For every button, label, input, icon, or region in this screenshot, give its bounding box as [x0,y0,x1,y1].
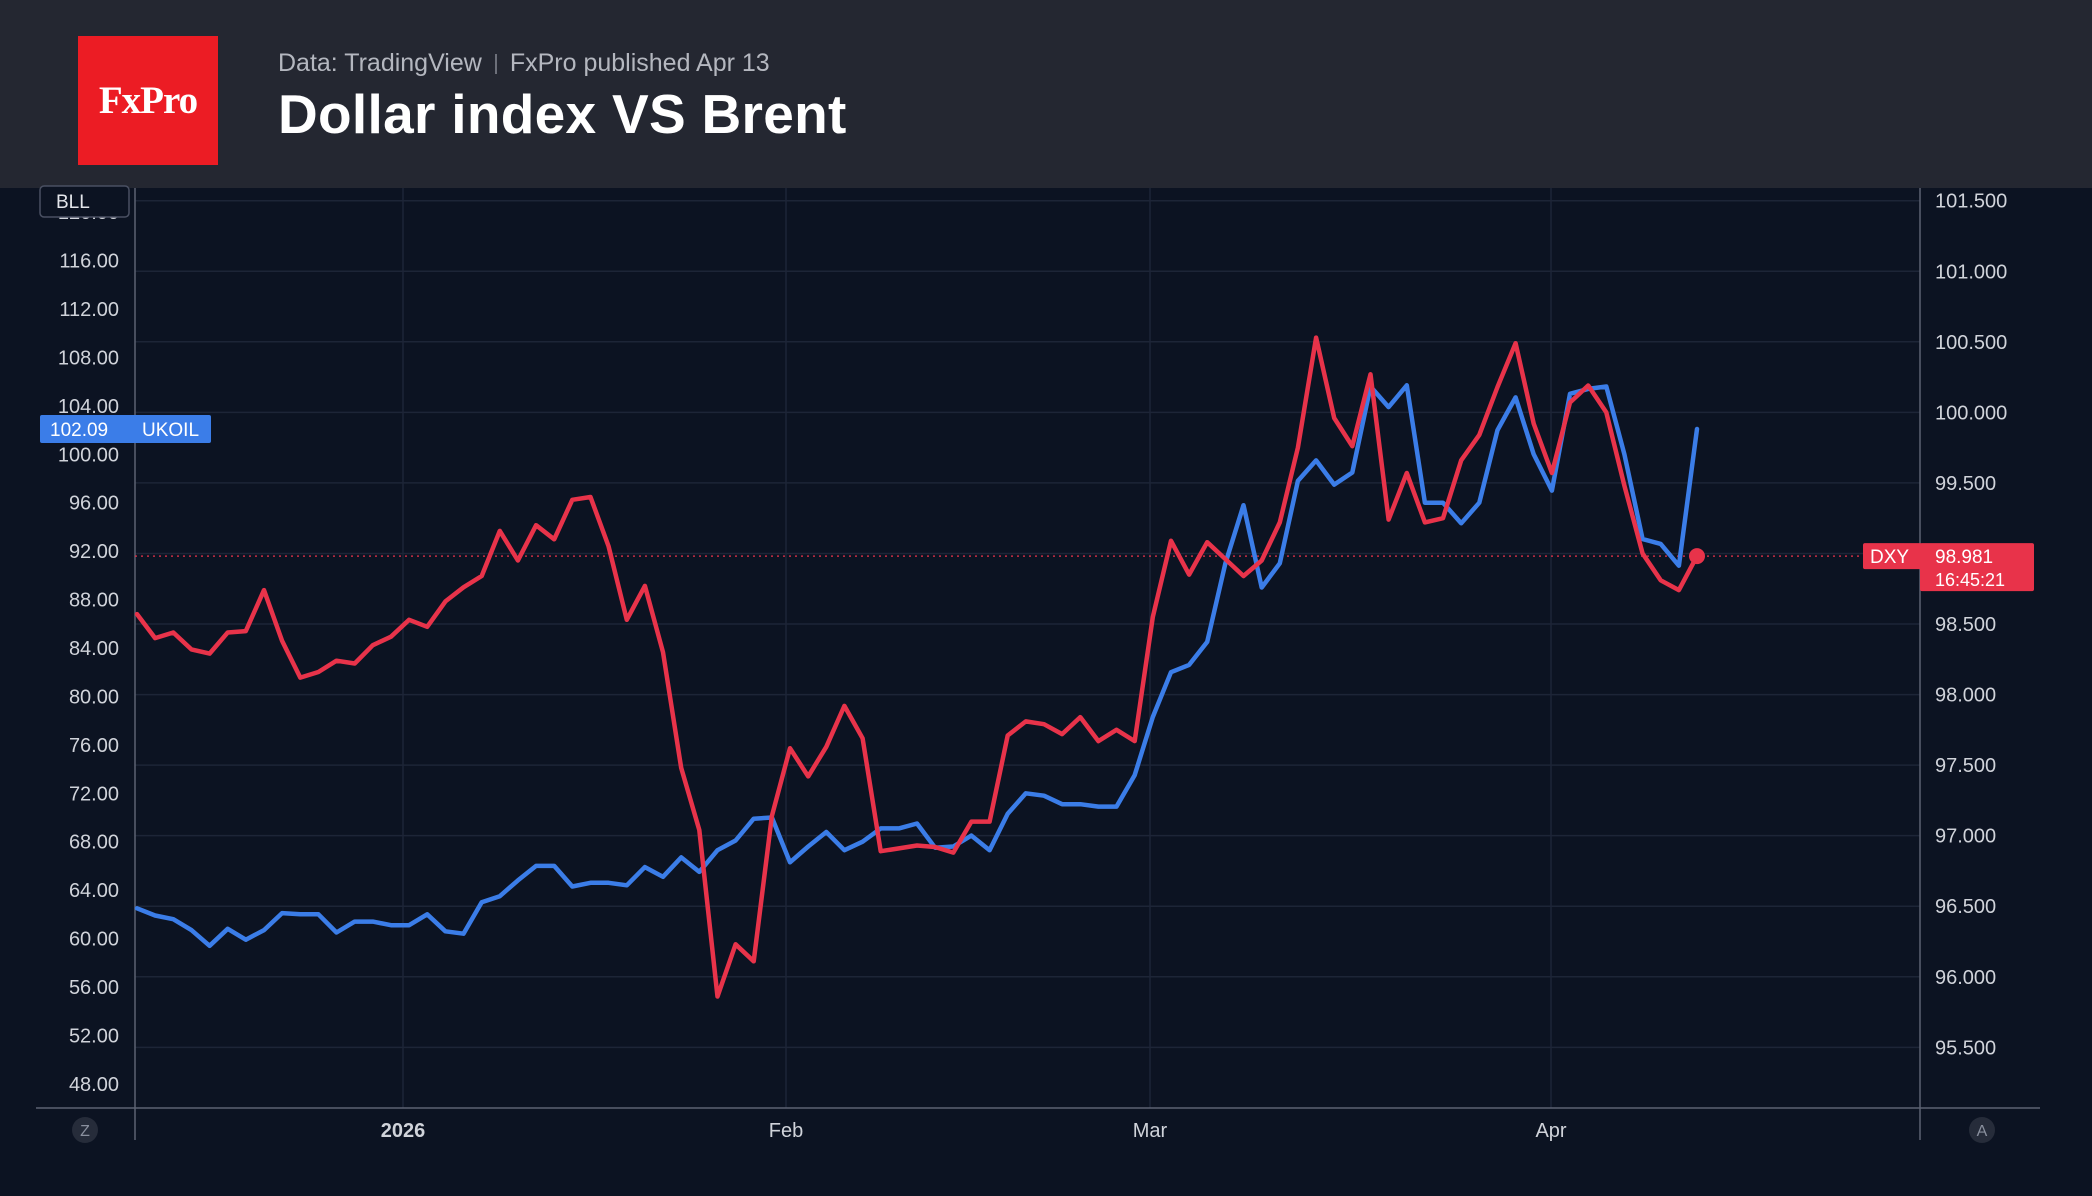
grid-lines [135,188,1920,1108]
x-tick-label: Mar [1133,1120,1168,1142]
left-tick-label: 64.00 [69,880,119,902]
dxy-price-tag [1920,543,2034,592]
logo-text: FxPro [98,79,198,122]
ukoil-series-name: UKOIL [142,420,199,441]
auto-scale-button[interactable]: A [1969,1117,1995,1143]
fxpro-logo: FxPro [78,36,218,165]
right-tick-label: 101.000 [1935,261,2007,283]
published-date: FxPro published Apr 13 [509,49,770,77]
left-tick-label: 60.00 [69,929,119,951]
right-tick-label: 99.500 [1935,473,1996,495]
dxy-price-value: 98.981 [1935,547,1993,568]
bll-badge [39,185,130,218]
ukoil-price-value: 102.09 [50,420,108,441]
x-tick-label: Feb [769,1120,803,1142]
zoom-corner-button[interactable]: Z [72,1117,98,1143]
left-tick-label: 112.00 [59,299,119,321]
left-tick-label: 52.00 [69,1025,119,1047]
right-tick-label: 100.000 [1935,402,2007,424]
x-tick-label: Apr [1535,1120,1566,1142]
dxy-series-line [134,335,1700,999]
right-tick-label: 96.500 [1935,896,1996,918]
meta-separator [494,53,497,74]
right-tick-label: 97.500 [1935,755,1996,777]
right-tick-label: 101.500 [1935,191,2007,213]
left-tick-label: 68.00 [69,832,119,854]
right-tick-label: 97.000 [1935,826,1996,848]
zoom-corner-button-label: Z [80,1123,90,1140]
dxy-last-point [1689,548,1705,565]
right-tick-label: 95.500 [1935,1037,1996,1059]
right-tick-label: 98.500 [1935,614,1996,636]
left-tick-label: 96.00 [69,493,119,515]
left-tick-label: 116.00 [59,251,119,273]
left-tick-label: 104.00 [58,396,119,418]
dxy-countdown: 16:45:21 [1935,570,2005,590]
page-title: Dollar index VS Brent [278,83,847,145]
zoom-corner-button-bg [72,1117,98,1143]
right-tick-label: 100.500 [1935,332,2007,354]
meta-line: Data: TradingView FxPro published Apr 13 [278,49,770,78]
dxy-name-tag [1863,543,1922,570]
left-tick-label: 72.00 [69,783,119,805]
right-tick-label: 96.000 [1935,967,1996,989]
ukoil-price-tag [40,415,211,444]
left-tick-label: 56.00 [69,977,119,999]
auto-scale-button-bg [1969,1117,1995,1143]
right-tick-label: 98.000 [1935,685,1996,707]
left-tick-label: 80.00 [69,686,119,708]
left-tick-label: 100.00 [58,444,119,466]
left-tick-label: 84.00 [69,638,119,660]
left-tick-label: 92.00 [69,541,119,563]
left-tick-label: 76.00 [69,735,119,757]
left-tick-label: 108.00 [58,347,119,369]
auto-scale-button-label: A [1977,1123,1988,1140]
data-source: Data: TradingView [278,49,482,77]
header: FxPro Data: TradingView FxPro published … [0,0,2092,188]
left-tick-label: 88.00 [69,590,119,612]
ukoil-series-line [134,383,1700,949]
left-tick-label: 48.00 [69,1074,119,1096]
x-tick-label: 2026 [381,1120,426,1142]
dxy-series-name: DXY [1870,547,1909,568]
bll-badge-label: BLL [56,192,90,213]
